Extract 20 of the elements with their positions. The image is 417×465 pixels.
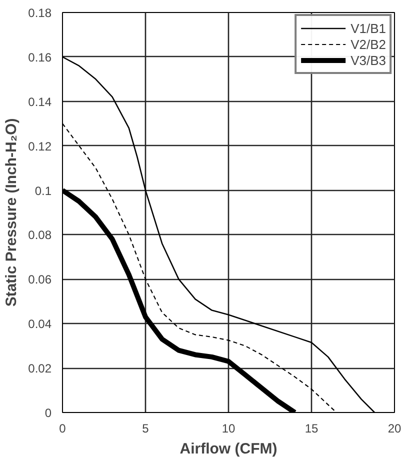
x-tick-label: 5 [142, 422, 150, 436]
y-tick-label: 0.06 [28, 272, 52, 287]
y-tick-label: 0 [44, 406, 52, 420]
x-tick-label: 15 [304, 422, 318, 436]
x-axis-title: Airflow (CFM) [180, 440, 278, 458]
x-tick-label: 0 [59, 422, 66, 436]
y-tick-label: 0.16 [28, 50, 52, 64]
y-tick-label: 0.1 [34, 184, 52, 198]
y-tick-label: 0.12 [28, 139, 52, 154]
x-tick-label: 20 [388, 422, 402, 436]
y-tick-label: 0.14 [28, 94, 52, 109]
y-tick-label: 0.18 [28, 6, 52, 20]
y-tick-label: 0.02 [28, 362, 52, 376]
y-axis-title: Static Pressure (Inch-H₂O) [3, 118, 20, 307]
legend-label: V2/B2 [350, 36, 386, 52]
y-tick-label: 0.08 [28, 228, 52, 242]
x-tick-label: 10 [222, 422, 236, 436]
y-tick-label: 0.04 [28, 317, 52, 332]
legend-label: V3/B3 [350, 52, 386, 68]
legend-label: V1/B1 [350, 20, 386, 36]
